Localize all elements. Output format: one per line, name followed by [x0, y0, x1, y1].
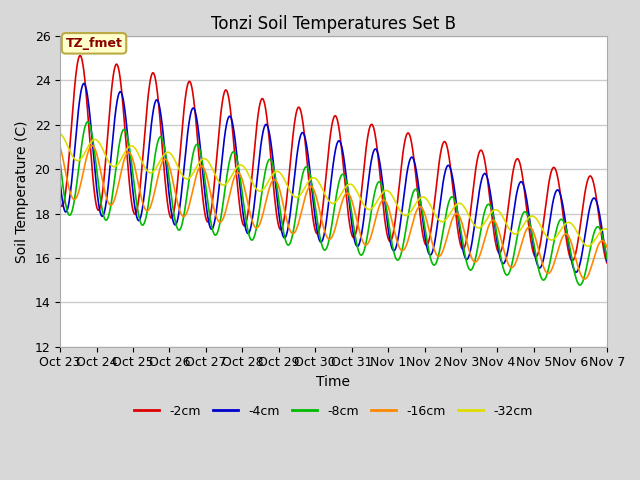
- Y-axis label: Soil Temperature (C): Soil Temperature (C): [15, 120, 29, 263]
- X-axis label: Time: Time: [317, 375, 351, 389]
- Title: Tonzi Soil Temperatures Set B: Tonzi Soil Temperatures Set B: [211, 15, 456, 33]
- Legend: -2cm, -4cm, -8cm, -16cm, -32cm: -2cm, -4cm, -8cm, -16cm, -32cm: [129, 399, 538, 422]
- Text: TZ_fmet: TZ_fmet: [66, 37, 122, 50]
